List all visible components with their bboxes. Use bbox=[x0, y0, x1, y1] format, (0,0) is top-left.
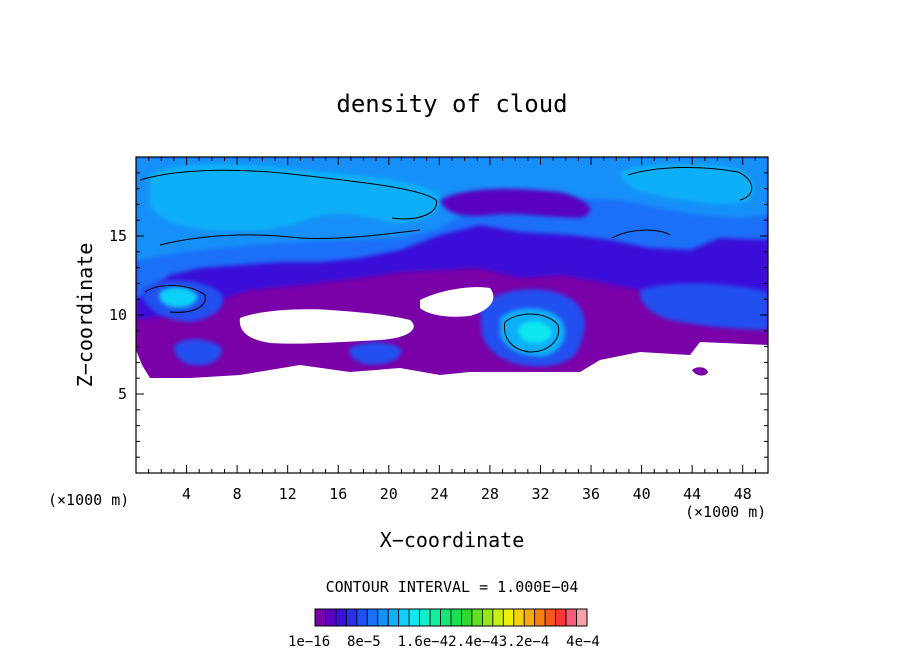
y-axis-ticks: 5 10 15 bbox=[109, 172, 768, 458]
colorbar-swatch bbox=[325, 608, 337, 627]
colorbar-swatch bbox=[544, 608, 557, 627]
x-unit-label: (×1000 m) bbox=[685, 503, 766, 521]
central-core-peak bbox=[518, 321, 552, 343]
contour-mid bbox=[159, 229, 421, 246]
upper-dark-streak bbox=[440, 188, 591, 218]
colorbar-swatch bbox=[387, 608, 400, 627]
contour-right-band bbox=[611, 229, 671, 239]
x-tick-label: 36 bbox=[582, 485, 600, 503]
contour-interval-label: CONTOUR INTERVAL = 1.000E−04 bbox=[326, 578, 579, 596]
y-tick-label: 15 bbox=[109, 227, 127, 245]
x-tick-label: 16 bbox=[329, 485, 347, 503]
x-tick-label: 32 bbox=[531, 485, 549, 503]
y-tick-label: 10 bbox=[109, 306, 127, 324]
colorbar-swatch bbox=[377, 608, 389, 627]
colorbar-frame bbox=[314, 608, 588, 627]
colorbar-swatch bbox=[576, 608, 588, 627]
colorbar-swatch bbox=[356, 608, 368, 627]
colorbar-swatch bbox=[565, 608, 577, 627]
colorbar-swatch bbox=[429, 608, 441, 627]
colorbar-swatch bbox=[492, 608, 504, 627]
colorbar-swatch bbox=[481, 608, 494, 627]
x-tick-label: 44 bbox=[683, 485, 701, 503]
contour-upper-left bbox=[139, 169, 437, 220]
contour-left-cell bbox=[144, 285, 206, 313]
x-tick-label: 40 bbox=[633, 485, 651, 503]
contour-lines bbox=[139, 166, 753, 353]
colorbar-labels: 1e−16 8e−5 1.6e−42.4e−43.2e−4 4e−4 bbox=[288, 634, 600, 650]
colorbar-swatch bbox=[450, 608, 462, 627]
y-tick-label: 5 bbox=[118, 385, 127, 403]
contour-core bbox=[503, 313, 560, 353]
colorbar-swatch bbox=[398, 608, 410, 627]
colorbar-swatch bbox=[408, 608, 421, 627]
colorbar-swatch bbox=[534, 608, 546, 627]
upper-swirl-right bbox=[620, 163, 754, 205]
x-tick-label: 24 bbox=[430, 485, 448, 503]
colorbar-swatch bbox=[335, 608, 347, 627]
contour-upper-right bbox=[627, 166, 753, 201]
colorbar bbox=[314, 608, 588, 627]
colorbar-swatch bbox=[419, 608, 431, 627]
cell-low-mid bbox=[349, 342, 402, 365]
cell-left-core bbox=[159, 287, 198, 308]
y-axis-label: Z−coordinate bbox=[73, 243, 97, 388]
chart-title: density of cloud bbox=[336, 90, 567, 118]
x-tick-label: 12 bbox=[279, 485, 297, 503]
clear-gap-left bbox=[239, 309, 414, 344]
colorbar-swatch bbox=[523, 608, 536, 627]
x-tick-label: 4 bbox=[182, 485, 191, 503]
colorbar-swatch bbox=[314, 608, 326, 627]
upper-swirl-left bbox=[150, 163, 441, 232]
colorbar-swatch bbox=[513, 608, 525, 627]
colorbar-swatch bbox=[502, 608, 515, 627]
colorbar-swatch bbox=[345, 608, 358, 627]
x-tick-label: 20 bbox=[380, 485, 398, 503]
colorbar-swatch bbox=[461, 608, 473, 627]
z-unit-label: (×1000 m) bbox=[48, 491, 129, 509]
colorbar-swatch bbox=[555, 608, 567, 627]
clear-gap-mid bbox=[420, 287, 494, 317]
colorbar-swatch bbox=[366, 608, 379, 627]
cell-low-left bbox=[174, 339, 222, 366]
x-axis-label: X−coordinate bbox=[380, 528, 525, 552]
density-field bbox=[136, 157, 768, 473]
colorbar-swatch bbox=[471, 608, 483, 627]
x-tick-label: 8 bbox=[233, 485, 242, 503]
colorbar-swatch bbox=[440, 608, 452, 627]
x-tick-label: 48 bbox=[734, 485, 752, 503]
x-axis-ticks: 4 8 12 16 20 24 28 32 36 40 44 48 bbox=[148, 157, 756, 503]
x-tick-label: 28 bbox=[481, 485, 499, 503]
isolated-cell bbox=[692, 367, 708, 376]
cell-right bbox=[639, 283, 768, 330]
